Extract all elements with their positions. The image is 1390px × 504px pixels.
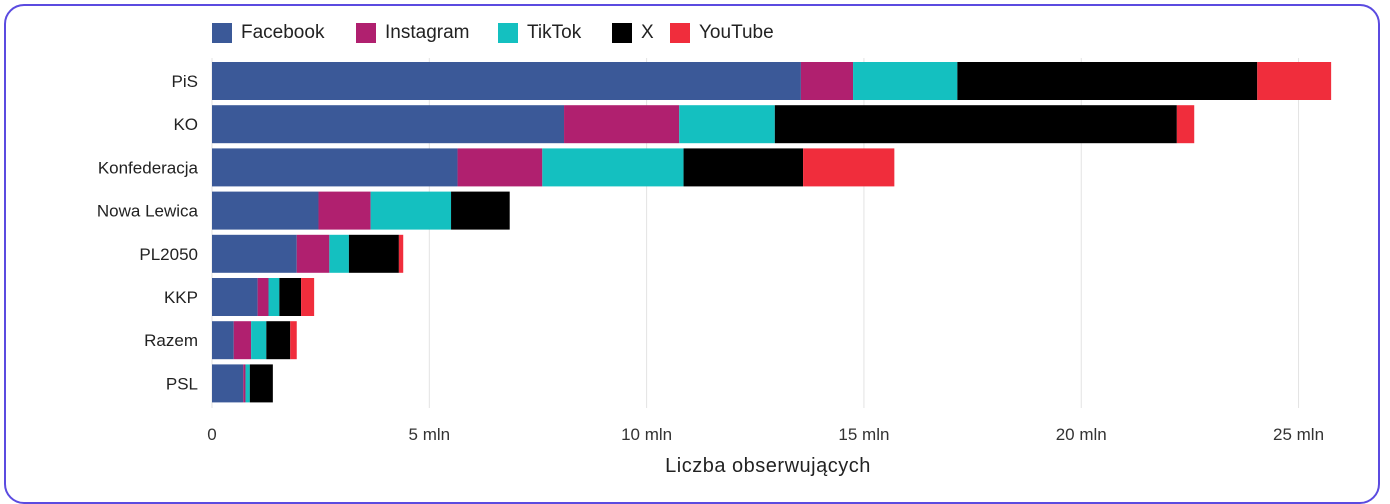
bar-segment-facebook — [212, 278, 258, 316]
x-tick-label: 5 mln — [409, 425, 451, 444]
bar-segment-x — [451, 191, 510, 230]
legend-item-youtube: YouTube — [670, 22, 774, 44]
bar-segment-x — [774, 105, 1177, 144]
y-category-label: PiS — [172, 72, 198, 91]
bar-segment-instagram — [564, 105, 680, 144]
legend-swatch — [356, 23, 376, 43]
bar-segment-instagram — [243, 364, 246, 403]
y-category-label: Konfederacja — [98, 158, 199, 177]
legend-item-instagram: Instagram — [356, 22, 469, 44]
legend-label: X — [641, 22, 654, 43]
x-tick-label: 25 mln — [1273, 425, 1324, 444]
stacked-bar-chart: PiS KO Konfederacja Nowa Lewica PL2050 KKP Raz… — [97, 58, 1332, 477]
legend-swatch — [612, 23, 632, 43]
bar-segment-tiktok — [329, 234, 349, 273]
x-axis-labels: 0 5 mln 10 mln 15 mln 20 mln 25 mln — [207, 425, 1324, 444]
bar-segment-x — [348, 234, 399, 273]
y-category-label: Razem — [144, 331, 198, 350]
bars-group — [212, 62, 1332, 403]
x-tick-label: 10 mln — [621, 425, 672, 444]
bar-segment-facebook — [212, 364, 244, 403]
bar-segment-youtube — [290, 321, 297, 360]
legend-item-x: X — [612, 22, 654, 44]
legend-swatch — [212, 23, 232, 43]
bar-segment-tiktok — [370, 191, 452, 230]
legend-label: Facebook — [241, 22, 325, 43]
bar-segment-instagram — [296, 234, 330, 273]
legend-item-facebook: Facebook — [212, 22, 324, 44]
bar-segment-facebook — [212, 234, 297, 273]
bar-segment-x — [249, 364, 273, 403]
bar-segment-instagram — [318, 191, 371, 230]
x-tick-label: 15 mln — [838, 425, 889, 444]
bar-segment-facebook — [212, 148, 458, 187]
bar-segment-facebook — [212, 62, 801, 100]
bar-segment-tiktok — [853, 62, 958, 100]
y-category-label: PL2050 — [139, 245, 198, 264]
y-axis-labels: PiS KO Konfederacja Nowa Lewica PL2050 KKP Raz… — [97, 72, 199, 393]
bar-segment-x — [683, 148, 804, 187]
bar-segment-facebook — [212, 321, 234, 360]
y-category-label: KO — [173, 115, 198, 134]
bar-segment-x — [957, 62, 1258, 100]
bar-segment-youtube — [1176, 105, 1195, 144]
y-category-label: Nowa Lewica — [97, 202, 199, 221]
bar-segment-facebook — [212, 105, 565, 144]
bar-segment-tiktok — [268, 278, 280, 316]
legend-item-tiktok: TikTok — [498, 22, 581, 44]
bar-segment-tiktok — [679, 105, 775, 144]
y-category-label: KKP — [164, 288, 198, 307]
bar-segment-youtube — [301, 278, 315, 316]
bar-segment-instagram — [233, 321, 252, 360]
bar-segment-tiktok — [251, 321, 267, 360]
bar-segment-youtube — [398, 234, 404, 273]
x-axis-title: Liczba obserwujących — [665, 455, 871, 477]
y-category-label: PSL — [166, 374, 198, 393]
bar-segment-youtube — [1257, 62, 1332, 100]
bar-segment-instagram — [800, 62, 854, 100]
bar-segment-x — [279, 278, 302, 316]
legend-label: Instagram — [385, 22, 470, 43]
legend-label: TikTok — [527, 22, 582, 43]
legend-swatch — [670, 23, 690, 43]
x-tick-label: 20 mln — [1056, 425, 1107, 444]
legend-swatch — [498, 23, 518, 43]
legend-label: YouTube — [699, 22, 774, 43]
x-tick-label: 0 — [207, 425, 216, 444]
bar-segment-tiktok — [542, 148, 684, 187]
bar-segment-x — [266, 321, 291, 360]
bar-segment-instagram — [457, 148, 543, 187]
bar-segment-tiktok — [245, 364, 250, 403]
bar-segment-instagram — [257, 278, 269, 316]
bar-segment-youtube — [803, 148, 895, 187]
bar-segment-facebook — [212, 191, 319, 230]
